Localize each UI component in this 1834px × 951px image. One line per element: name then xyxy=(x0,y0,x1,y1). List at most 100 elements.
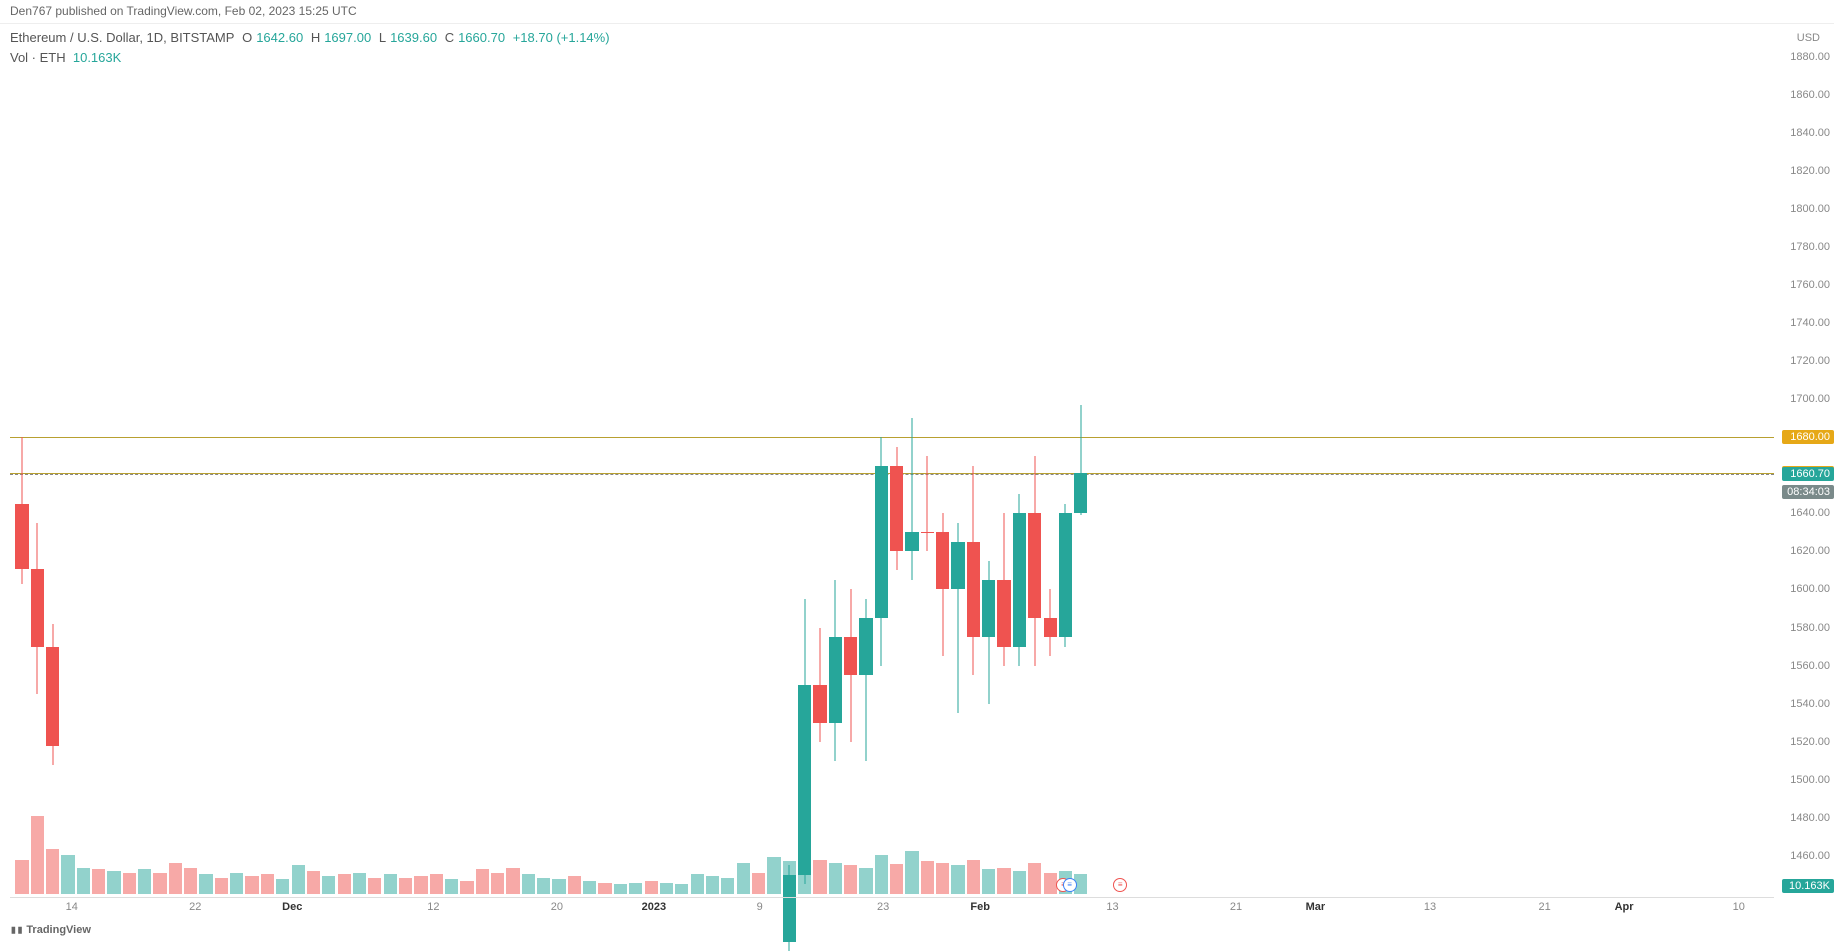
chart-canvas[interactable]: ≡≡≡ xyxy=(10,28,1774,894)
volume-bar xyxy=(445,879,458,894)
volume-bar xyxy=(813,860,826,895)
volume-bar xyxy=(138,869,151,894)
volume-bar xyxy=(276,879,289,894)
price-tick: 1600.00 xyxy=(1790,583,1830,595)
volume-bar xyxy=(614,884,627,894)
volume-bar xyxy=(721,878,734,894)
time-label: 13 xyxy=(1106,901,1118,913)
price-tick: 1620.00 xyxy=(1790,545,1830,557)
horizontal-line[interactable] xyxy=(10,437,1774,438)
volume-bar xyxy=(169,863,182,894)
volume-bar xyxy=(123,873,136,894)
volume-bar xyxy=(844,865,857,894)
price-tick: 1640.00 xyxy=(1790,507,1830,519)
volume-bar xyxy=(890,864,903,894)
price-tick: 1460.00 xyxy=(1790,850,1830,862)
time-label: 2023 xyxy=(642,901,666,913)
volume-bar xyxy=(660,883,673,895)
volume-bar xyxy=(752,873,765,894)
price-tick: 1500.00 xyxy=(1790,774,1830,786)
volume-bar xyxy=(1028,863,1041,894)
volume-bar xyxy=(430,874,443,894)
price-tick: 1860.00 xyxy=(1790,89,1830,101)
volume-bar xyxy=(307,871,320,894)
volume-bar xyxy=(61,855,74,894)
price-tick: 1700.00 xyxy=(1790,393,1830,405)
volume-bar xyxy=(491,873,504,894)
volume-bar xyxy=(92,869,105,894)
volume-bar xyxy=(568,876,581,894)
time-label: 21 xyxy=(1230,901,1242,913)
price-axis[interactable]: USD 1880.001860.001840.001820.001800.001… xyxy=(1776,28,1834,894)
volume-bar xyxy=(199,874,212,894)
volume-bar xyxy=(552,879,565,894)
volume-bar xyxy=(322,876,335,894)
price-tick: 1540.00 xyxy=(1790,698,1830,710)
footer-brand: ▮▮ TradingView xyxy=(10,923,91,937)
volume-bar xyxy=(107,871,120,894)
volume-bar xyxy=(261,874,274,894)
volume-bar xyxy=(522,874,535,894)
volume-bar xyxy=(230,873,243,894)
volume-bar xyxy=(905,851,918,894)
price-tick: 1560.00 xyxy=(1790,660,1830,672)
price-tick: 1840.00 xyxy=(1790,127,1830,139)
publish-header: Den767 published on TradingView.com, Feb… xyxy=(0,0,1834,24)
price-tick: 1780.00 xyxy=(1790,241,1830,253)
volume-bar xyxy=(338,874,351,894)
time-label: 23 xyxy=(877,901,889,913)
volume-bar xyxy=(997,868,1010,894)
time-label: 13 xyxy=(1424,901,1436,913)
time-label: 10 xyxy=(1733,901,1745,913)
volume-bar xyxy=(875,855,888,894)
volume-bar xyxy=(583,881,596,894)
volume-bar xyxy=(15,860,28,895)
time-label: 12 xyxy=(427,901,439,913)
volume-bar xyxy=(951,865,964,894)
time-label: 21 xyxy=(1539,901,1551,913)
volume-bar xyxy=(153,873,166,894)
brand-text: TradingView xyxy=(26,924,91,936)
volume-bar xyxy=(675,884,688,894)
volume-bar xyxy=(537,878,550,894)
time-label: 9 xyxy=(757,901,763,913)
volume-bar xyxy=(691,874,704,894)
price-tick: 1800.00 xyxy=(1790,203,1830,215)
volume-bar xyxy=(829,863,842,894)
price-tick: 1480.00 xyxy=(1790,812,1830,824)
volume-tag: 10.163K xyxy=(1782,879,1834,893)
volume-bar xyxy=(399,878,412,894)
volume-bar xyxy=(506,868,519,894)
volume-bar xyxy=(629,883,642,895)
volume-bar xyxy=(737,863,750,894)
time-label: 20 xyxy=(551,901,563,913)
volume-bar xyxy=(77,868,90,894)
volume-bar xyxy=(706,876,719,894)
volume-bar xyxy=(1013,871,1026,894)
volume-bar xyxy=(292,865,305,894)
volume-bar xyxy=(598,883,611,895)
volume-bar xyxy=(767,857,780,894)
volume-bar xyxy=(384,874,397,894)
time-label: 14 xyxy=(66,901,78,913)
time-axis[interactable]: 1422Dec12202023923Feb1321Mar1321Apr10 xyxy=(10,897,1774,917)
price-tick: 1820.00 xyxy=(1790,165,1830,177)
price-tick: 1520.00 xyxy=(1790,736,1830,748)
event-icon[interactable]: ≡ xyxy=(1113,878,1127,892)
time-label: Mar xyxy=(1306,901,1326,913)
volume-bar xyxy=(1044,873,1057,894)
price-tag: 1660.70 xyxy=(1782,467,1834,481)
volume-bar xyxy=(982,869,995,894)
price-tick: 1880.00 xyxy=(1790,51,1830,63)
volume-bar xyxy=(476,869,489,894)
volume-bar xyxy=(245,876,258,894)
volume-bar xyxy=(353,873,366,894)
price-tick: 1760.00 xyxy=(1790,279,1830,291)
volume-bar xyxy=(46,849,59,894)
price-tick: 1740.00 xyxy=(1790,317,1830,329)
time-label: 22 xyxy=(189,901,201,913)
price-tick: 1720.00 xyxy=(1790,355,1830,367)
time-label: Dec xyxy=(282,901,302,913)
event-icon[interactable]: ≡ xyxy=(1063,878,1077,892)
price-tag: 08:34:03 xyxy=(1782,485,1834,499)
